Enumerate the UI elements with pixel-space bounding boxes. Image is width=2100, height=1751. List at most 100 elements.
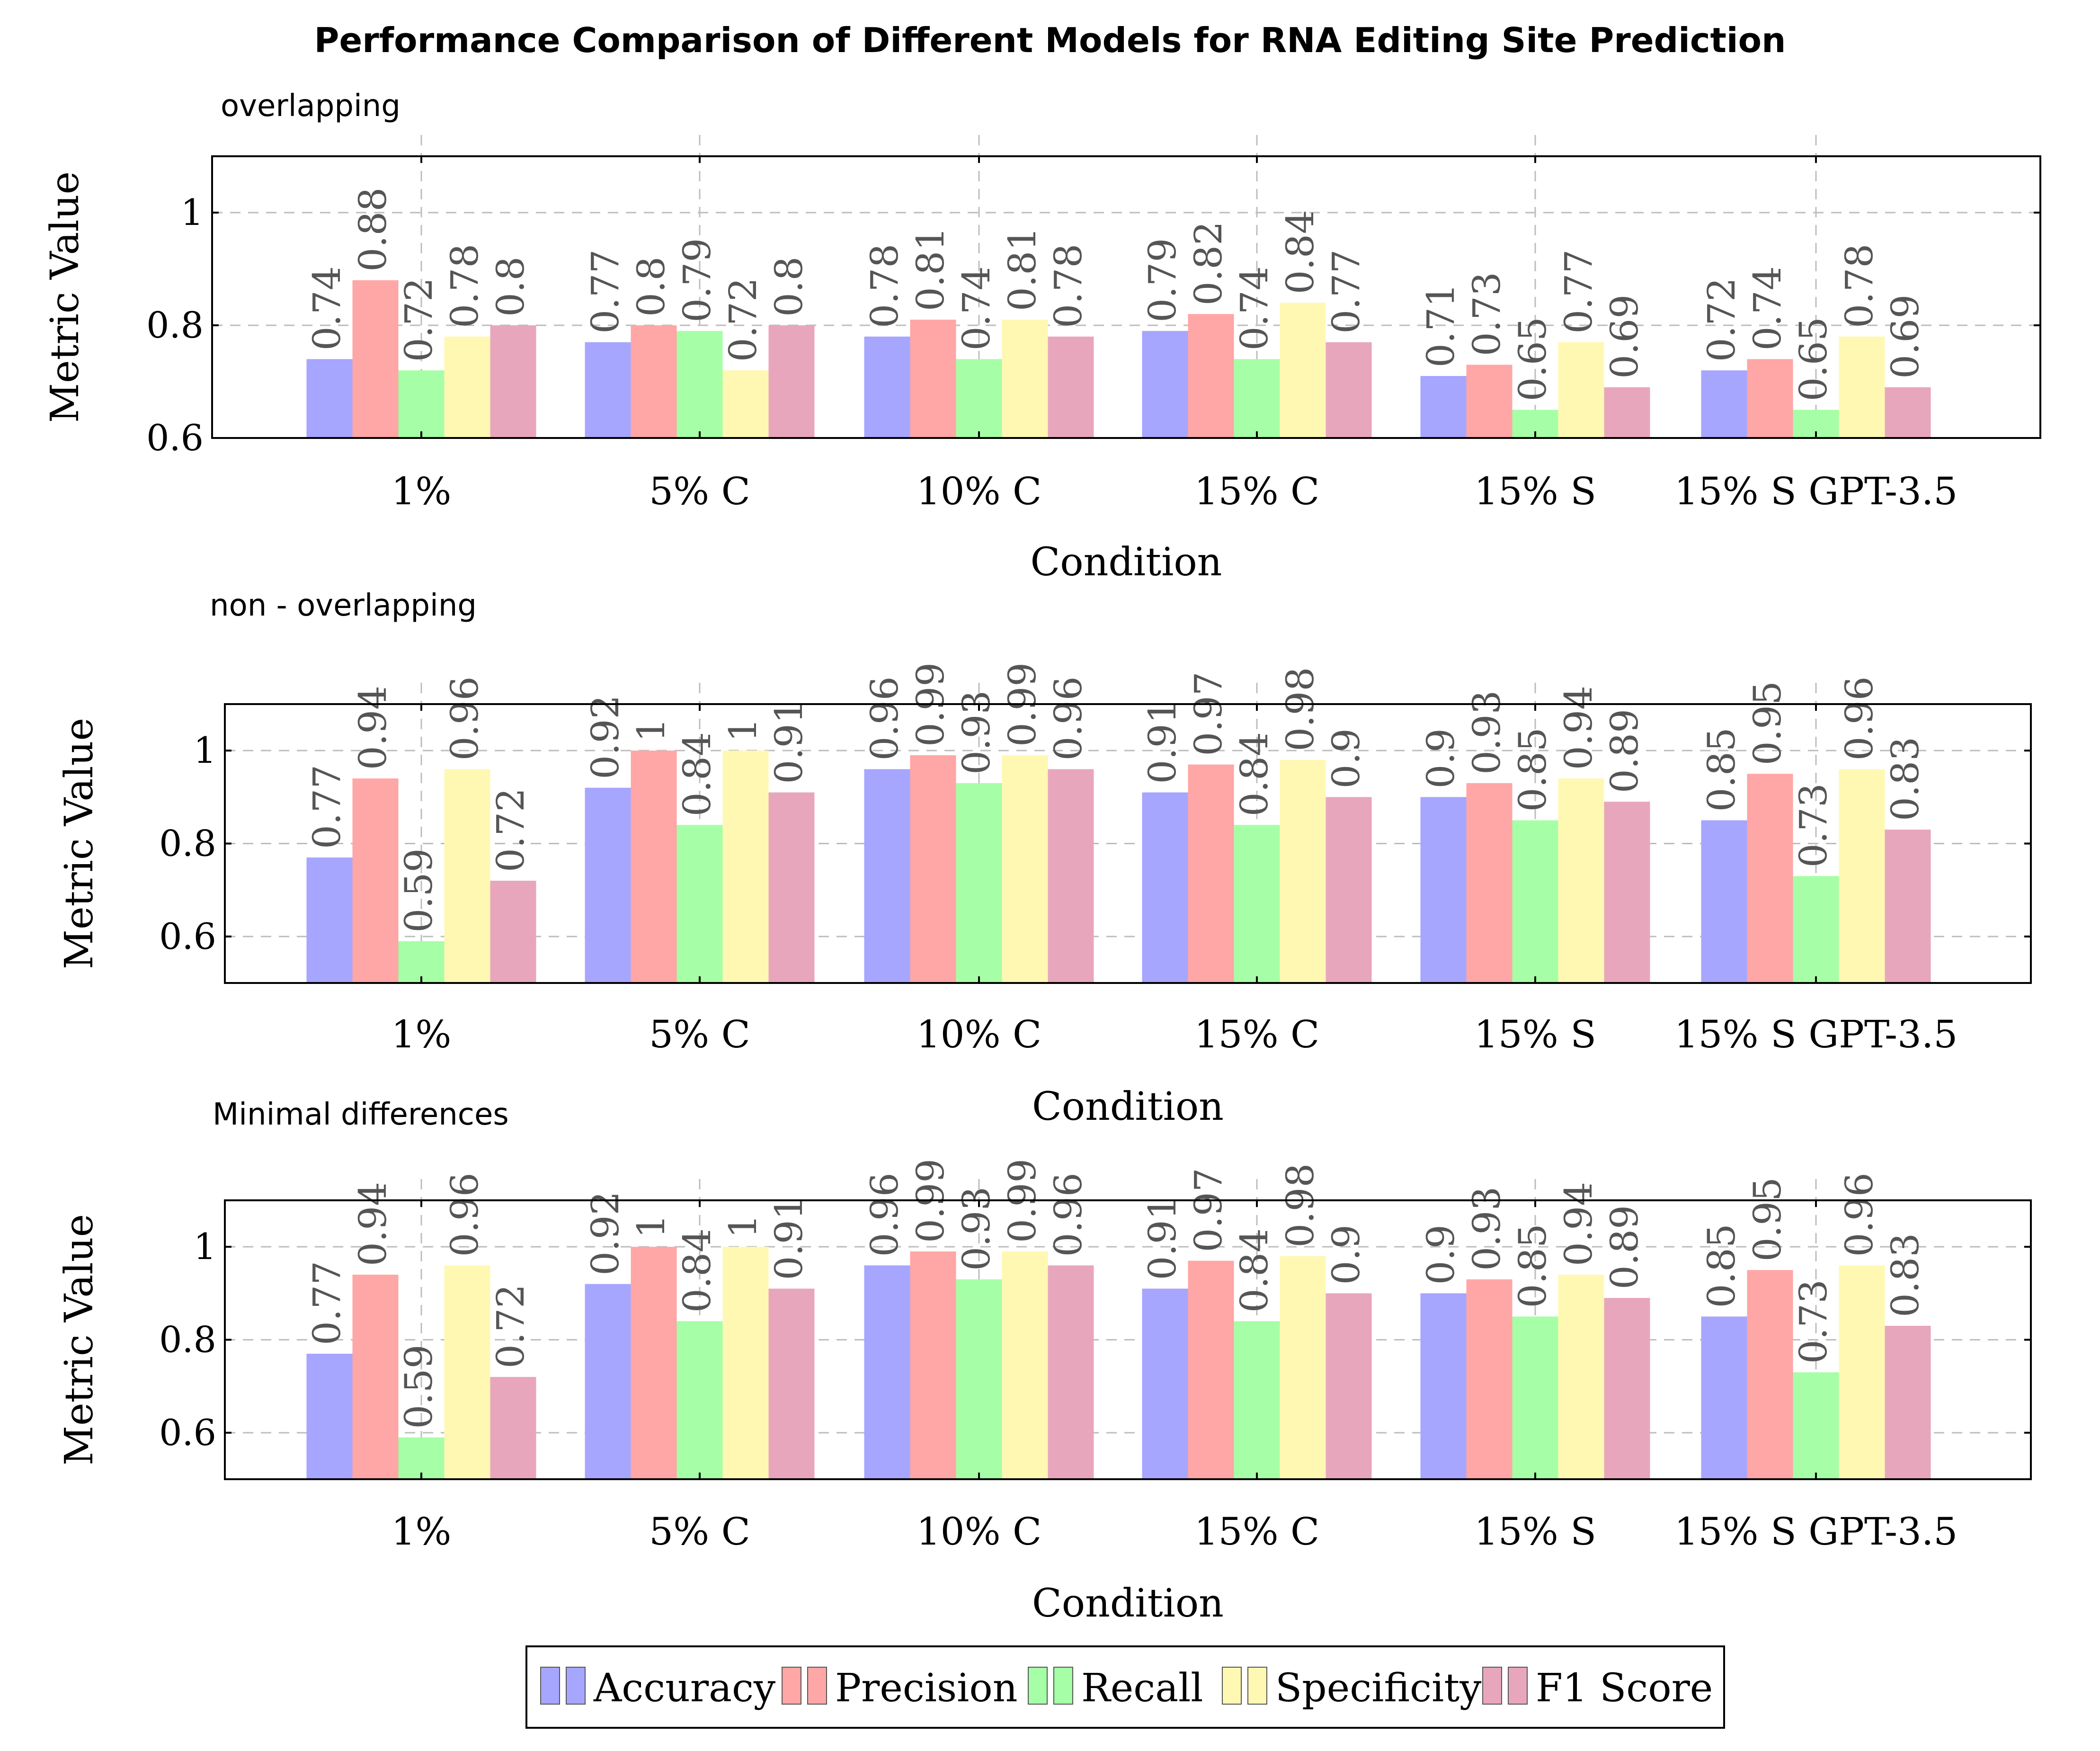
- bar-recall: [1234, 825, 1280, 983]
- data-label: 0.9: [1419, 728, 1463, 788]
- bar-accuracy: [1420, 1293, 1467, 1479]
- bar-precision: [910, 755, 956, 983]
- x-tick-label: 15% C: [1194, 1510, 1319, 1554]
- bar-recall: [1234, 1321, 1280, 1479]
- data-label: 0.96: [1837, 1172, 1881, 1257]
- data-label: 0.79: [675, 238, 719, 322]
- x-tick-label: 10% C: [917, 469, 1041, 513]
- data-label: 0.96: [863, 1172, 907, 1257]
- bar-accuracy: [1142, 792, 1188, 983]
- y-tick-label: 0.6: [159, 915, 216, 957]
- x-tick-label: 10% C: [917, 1510, 1041, 1554]
- bar-f1-score: [490, 325, 536, 438]
- x-tick-label: 15% S: [1474, 1510, 1596, 1554]
- bar-specificity: [1558, 1275, 1604, 1479]
- data-label: 0.78: [863, 244, 907, 328]
- y-tick-label: 0.8: [159, 1319, 216, 1361]
- data-label: 0.72: [721, 277, 765, 362]
- data-label: 0.84: [1278, 210, 1322, 294]
- legend-item-accuracy: Accuracy: [540, 1666, 776, 1711]
- bar-specificity: [1280, 1256, 1326, 1479]
- bar-specificity: [444, 336, 490, 438]
- legend-swatch: [1247, 1667, 1267, 1705]
- bar-precision: [1747, 359, 1793, 438]
- data-label: 0.93: [954, 1187, 998, 1271]
- data-label: 0.77: [1557, 250, 1601, 334]
- bar-recall: [1234, 359, 1280, 438]
- x-tick-label: 1%: [392, 469, 452, 513]
- data-label: 0.94: [351, 1182, 395, 1266]
- bar-recall: [1793, 876, 1839, 983]
- y-axis-title: Metric Value: [57, 718, 102, 969]
- legend-swatch: [782, 1667, 801, 1705]
- plot-frame: [211, 155, 2041, 439]
- bar-f1-score: [490, 881, 536, 983]
- y-axis-title: Metric Value: [57, 1214, 102, 1465]
- bar-accuracy: [1701, 370, 1747, 438]
- bar-specificity: [444, 1265, 490, 1479]
- bar-precision: [352, 778, 399, 983]
- chart-title: Performance Comparison of Different Mode…: [314, 20, 1786, 60]
- bar-precision: [1747, 774, 1793, 983]
- data-label: 0.94: [1557, 1182, 1601, 1266]
- x-tick-label: 5% C: [649, 469, 750, 513]
- data-label: 0.84: [1232, 732, 1276, 816]
- data-label: 0.89: [1602, 1205, 1646, 1289]
- bar-specificity: [1280, 303, 1326, 438]
- bar-f1-score: [1048, 336, 1094, 438]
- data-label: 0.91: [1140, 699, 1184, 784]
- data-label: 0.97: [1186, 671, 1230, 756]
- x-tick-label: 5% C: [649, 1012, 750, 1056]
- data-label: 0.84: [675, 732, 719, 816]
- legend-swatch: [1053, 1667, 1073, 1705]
- data-label: 0.96: [863, 676, 907, 760]
- data-label: 0.93: [954, 690, 998, 775]
- legend-item-recall: Recall: [1028, 1666, 1203, 1711]
- legend-swatch: [540, 1667, 560, 1705]
- bar-specificity: [1280, 759, 1326, 983]
- bar-specificity: [1558, 342, 1604, 438]
- bar-specificity: [1558, 778, 1604, 983]
- legend-swatch: [807, 1667, 827, 1705]
- data-label: 0.8: [489, 257, 533, 317]
- bar-f1-score: [1885, 387, 1931, 438]
- bar-accuracy: [1420, 376, 1467, 438]
- bar-specificity: [722, 1247, 769, 1479]
- bar-accuracy: [585, 787, 631, 983]
- data-label: 0.77: [305, 1261, 349, 1345]
- data-label: 0.96: [1046, 676, 1090, 760]
- y-tick-label: 0.6: [146, 417, 204, 459]
- bar-f1-score: [1048, 1265, 1094, 1479]
- panel-subtitle: non - overlapping: [210, 588, 477, 623]
- data-label: 0.91: [767, 699, 811, 784]
- data-label: 0.96: [1046, 1172, 1090, 1257]
- bar-f1-score: [1604, 802, 1650, 983]
- bar-precision: [1188, 1260, 1234, 1479]
- data-label: 0.96: [1837, 676, 1881, 760]
- data-label: 0.78: [443, 244, 487, 328]
- x-tick-label: 15% C: [1194, 469, 1319, 513]
- legend-swatch: [1222, 1667, 1242, 1705]
- data-label: 0.74: [1232, 266, 1276, 350]
- bar-f1-score: [768, 792, 815, 983]
- bar-recall: [398, 941, 445, 983]
- data-label: 0.74: [305, 266, 349, 350]
- data-label: 0.97: [1186, 1168, 1230, 1252]
- bar-f1-score: [768, 325, 815, 438]
- x-axis-title: Condition: [1031, 540, 1222, 585]
- panel-subtitle: overlapping: [221, 89, 400, 124]
- data-label: 0.74: [1745, 266, 1789, 350]
- data-label: 0.77: [583, 250, 627, 334]
- y-tick-label: 0.6: [159, 1412, 216, 1454]
- bar-specificity: [1839, 769, 1885, 983]
- data-label: 0.65: [1511, 317, 1555, 401]
- data-label: 0.83: [1883, 1233, 1927, 1317]
- legend-swatch: [1508, 1667, 1528, 1705]
- data-label: 0.8: [629, 257, 673, 317]
- bar-recall: [398, 370, 445, 438]
- bar-recall: [956, 359, 1002, 438]
- data-label: 0.95: [1745, 681, 1789, 765]
